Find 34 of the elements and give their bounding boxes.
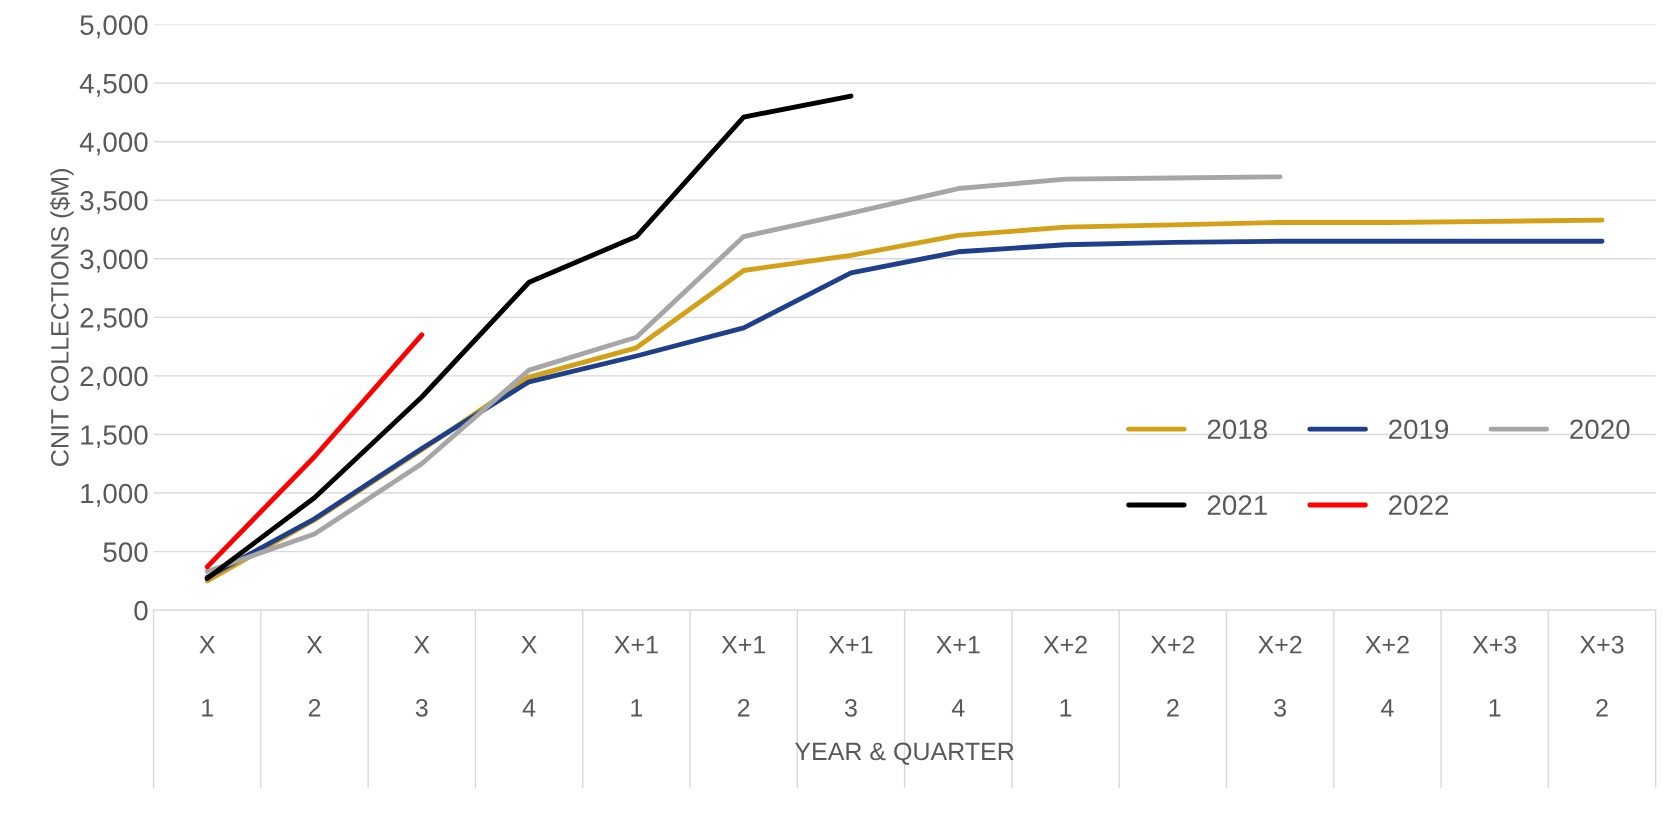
category-label: X 1 — [199, 636, 215, 717]
legend-label: 2021 — [1207, 495, 1267, 516]
category-label: X+1 2 — [721, 636, 766, 717]
category-label: X+2 1 — [1043, 635, 1087, 717]
y-tick-label: 2,500 — [80, 308, 148, 331]
legend-label: 2022 — [1389, 495, 1449, 516]
x-axis-title: YEAR & QUARTER — [794, 742, 1014, 765]
y-axis-title: CNIT COLLECTIONS ($M) — [49, 169, 74, 466]
category-label: X+1 3 — [828, 636, 873, 717]
legend-label: 2019 — [1389, 419, 1449, 440]
category-label: X+2 3 — [1258, 635, 1302, 717]
category-label: X+1 4 — [936, 636, 980, 717]
category-label: X 2 — [306, 636, 323, 717]
category-label: X+1 1 — [614, 636, 658, 717]
y-tick-label: 500 — [103, 542, 148, 562]
category-label: X+2 2 — [1150, 635, 1195, 717]
category-label: X+2 4 — [1365, 635, 1409, 717]
line-series — [204, 174, 1283, 574]
y-tick-label: 4,500 — [79, 73, 148, 97]
legend-label: 2018 — [1207, 419, 1267, 440]
legend-label: 2020 — [1570, 419, 1630, 440]
category-label: X 3 — [414, 636, 430, 717]
y-tick-label: 3,500 — [80, 190, 148, 214]
y-tick-label: 2,000 — [80, 366, 148, 390]
y-tick-label: 5,000 — [80, 15, 148, 39]
y-tick-label: 4,000 — [79, 132, 148, 156]
category-label: X 4 — [521, 636, 537, 717]
line-series — [204, 93, 854, 581]
y-tick-label: 1,500 — [81, 425, 148, 449]
y-tick-label: 0 — [134, 600, 148, 621]
category-label: X+3 2 — [1579, 635, 1624, 717]
y-tick-label: 3,000 — [80, 249, 148, 273]
y-tick-label: 1,000 — [81, 483, 148, 507]
category-label: X+3 1 — [1472, 635, 1517, 717]
